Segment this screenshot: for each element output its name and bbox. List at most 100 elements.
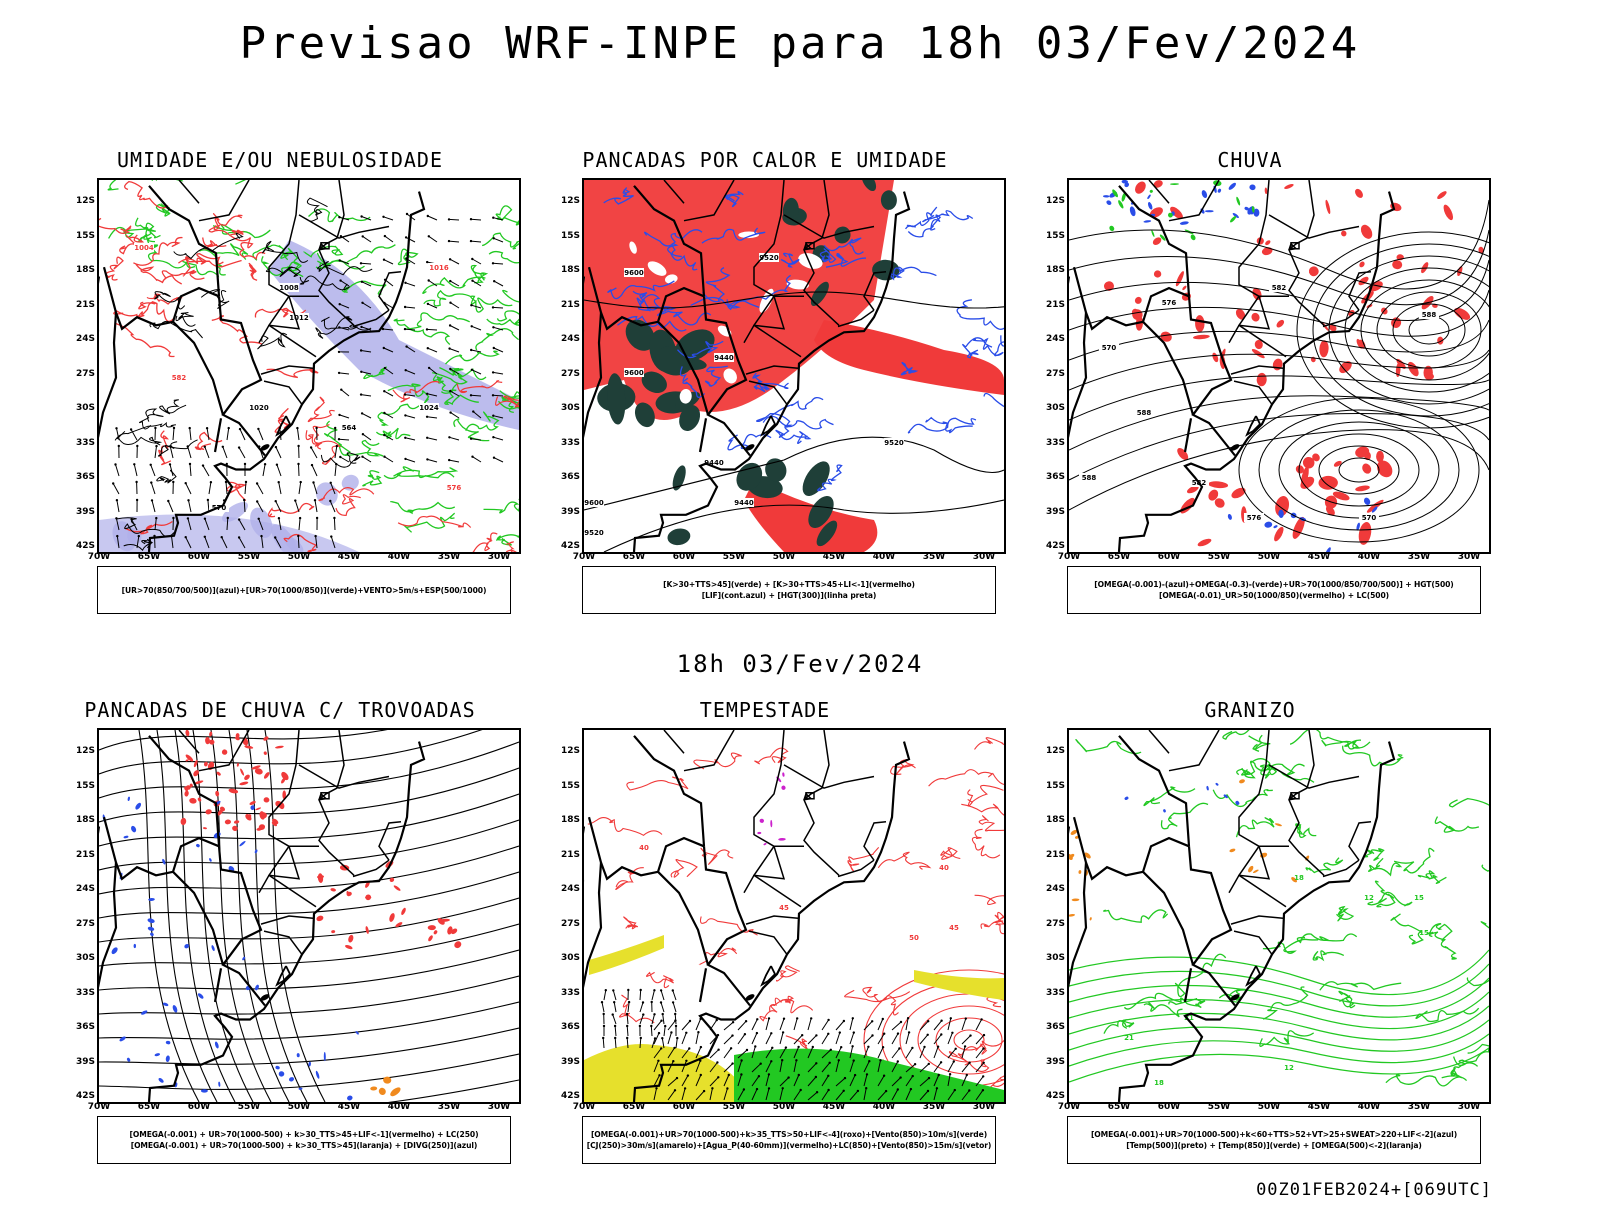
border-line bbox=[1269, 765, 1359, 788]
field-blob bbox=[1174, 270, 1185, 287]
wind-vector-head bbox=[815, 1062, 817, 1064]
lat-tick-label: 36S bbox=[1025, 472, 1065, 482]
wind-vector-head bbox=[781, 1059, 783, 1061]
east-coastline bbox=[1119, 192, 1394, 552]
wind-vector bbox=[335, 446, 337, 458]
wind-vector-head bbox=[404, 328, 406, 330]
wind-vector bbox=[962, 1019, 966, 1030]
wind-vector-head bbox=[937, 1046, 939, 1048]
wind-vector bbox=[652, 990, 654, 1000]
wind-vector-head bbox=[670, 1031, 672, 1033]
wind-vector-head bbox=[673, 1047, 675, 1049]
lat-tick-label: 36S bbox=[1025, 1022, 1065, 1032]
field-blob bbox=[1211, 352, 1219, 363]
wind-vector-head bbox=[866, 1073, 868, 1075]
wind-vector-head bbox=[275, 446, 277, 448]
wind-vector bbox=[384, 217, 394, 220]
field-blob bbox=[400, 907, 406, 916]
wind-vector-head bbox=[954, 1089, 956, 1091]
wind-vector-head bbox=[927, 1020, 929, 1022]
wind-vector bbox=[752, 1033, 757, 1044]
wind-vector-head bbox=[949, 1073, 951, 1075]
border-line bbox=[700, 418, 706, 452]
lon-tick-label: 35W bbox=[429, 1102, 469, 1112]
wind-vector bbox=[780, 1032, 783, 1044]
field-blob bbox=[370, 1086, 377, 1091]
streamline bbox=[99, 730, 519, 750]
wind-vector-head bbox=[768, 1017, 770, 1019]
wind-vector bbox=[640, 990, 641, 1000]
wind-vector-head bbox=[338, 438, 340, 440]
field-blob bbox=[123, 835, 128, 838]
wind-vector-head bbox=[470, 304, 472, 306]
legend-box: [OMEGA(-0.001)+UR>70(1000-500)+k<60+TTS>… bbox=[1067, 1116, 1481, 1164]
border-line bbox=[299, 765, 389, 788]
legend-box: [K>30+TTS>45](verde) + [K>30+TTS>45+LI<-… bbox=[582, 566, 996, 614]
lat-tick-label: 39S bbox=[540, 1057, 580, 1067]
field-blob bbox=[1147, 201, 1153, 210]
wind-vector-head bbox=[912, 1075, 914, 1077]
lat-tick-label: 21S bbox=[55, 300, 95, 310]
contour-label: 18 bbox=[1294, 874, 1304, 882]
wind-vector-head bbox=[338, 414, 340, 416]
contour-line bbox=[1104, 910, 1168, 922]
lat-tick-label: 12S bbox=[540, 746, 580, 756]
wind-vector bbox=[406, 283, 416, 286]
field-blob bbox=[1134, 296, 1143, 306]
wind-vector-head bbox=[923, 1046, 925, 1048]
contour-line bbox=[136, 218, 161, 238]
wind-vector-head bbox=[204, 446, 206, 448]
contour-line bbox=[1001, 335, 1004, 354]
lon-tick-label: 30W bbox=[1449, 1102, 1489, 1112]
wind-vector-head bbox=[843, 1020, 845, 1022]
wind-vector-head bbox=[275, 500, 277, 502]
contour-line bbox=[476, 329, 519, 350]
contour-line bbox=[158, 440, 197, 456]
wind-vector-head bbox=[980, 1018, 982, 1020]
wind-vector bbox=[335, 464, 336, 476]
wind-vector-head bbox=[493, 347, 495, 349]
wind-vector bbox=[152, 500, 155, 512]
field-blob bbox=[1252, 869, 1259, 874]
field-blob bbox=[279, 1071, 285, 1077]
field-blob bbox=[330, 888, 336, 892]
lat-tick-label: 24S bbox=[55, 334, 95, 344]
wind-vector-head bbox=[897, 1060, 899, 1062]
wind-vector-head bbox=[770, 1032, 772, 1034]
contour-label: 576 bbox=[1247, 514, 1262, 522]
lat-tick-label: 36S bbox=[540, 472, 580, 482]
field-blob bbox=[1201, 189, 1208, 198]
map-frame[interactable] bbox=[97, 728, 521, 1104]
border-line bbox=[1169, 730, 1219, 771]
wind-vector bbox=[427, 417, 437, 418]
wind-vector-head bbox=[940, 1020, 942, 1022]
wind-vector-head bbox=[493, 280, 495, 282]
wind-vector bbox=[780, 1019, 784, 1030]
field-blob bbox=[1105, 199, 1112, 206]
wind-vector-head bbox=[655, 1087, 657, 1089]
contour-line bbox=[1263, 939, 1318, 953]
wind-vector-head bbox=[685, 1060, 687, 1062]
wind-vector-head bbox=[674, 1089, 676, 1091]
wind-vector-head bbox=[955, 1048, 957, 1050]
wind-vector-head bbox=[274, 536, 276, 538]
field-blob bbox=[275, 745, 284, 749]
field-blob bbox=[288, 1076, 294, 1082]
contour-line bbox=[863, 987, 910, 1001]
wind-vector-head bbox=[936, 1087, 938, 1089]
border-line bbox=[1229, 180, 1269, 343]
contour-line bbox=[1481, 922, 1489, 946]
wind-vector-head bbox=[685, 1032, 687, 1034]
wind-vector-head bbox=[857, 1090, 859, 1092]
wind-vector-head bbox=[172, 517, 174, 519]
wind-vector-head bbox=[278, 481, 280, 483]
border-line bbox=[261, 916, 313, 924]
wind-vector-head bbox=[339, 303, 341, 305]
wind-vector bbox=[493, 372, 503, 374]
